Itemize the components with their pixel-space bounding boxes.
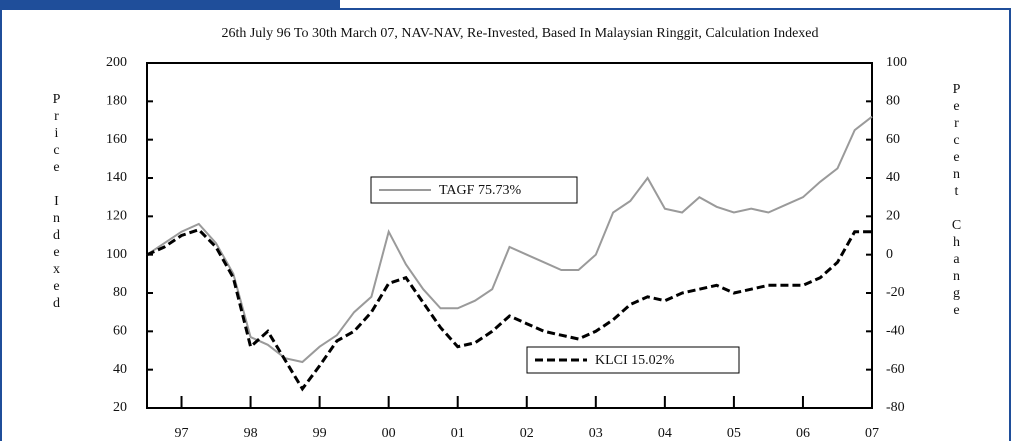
legend-label: KLCI 15.02% bbox=[595, 353, 675, 368]
y-tick-label: 80 bbox=[113, 285, 127, 300]
y2-tick-label: 40 bbox=[886, 170, 900, 185]
y2-tick-label: 80 bbox=[886, 94, 900, 109]
y2-tick-label: 20 bbox=[886, 209, 900, 224]
chart-title: 26th July 96 To 30th March 07, NAV-NAV, … bbox=[221, 26, 818, 41]
y2-axis-label: Percent Change bbox=[949, 82, 964, 320]
x-tick-label: 07 bbox=[865, 426, 879, 441]
y-axis-label: Price Indexed bbox=[49, 92, 64, 313]
series-line bbox=[146, 115, 873, 364]
x-tick-label: 00 bbox=[382, 426, 396, 441]
y2-tick-label: -60 bbox=[886, 362, 905, 377]
x-tick-label: 02 bbox=[520, 426, 534, 441]
x-tick-label: 04 bbox=[658, 426, 672, 441]
y-tick-label: 60 bbox=[113, 324, 127, 339]
x-tick-label: 05 bbox=[727, 426, 741, 441]
y-tick-label: 20 bbox=[113, 400, 127, 415]
plot-frame bbox=[146, 62, 873, 409]
x-tick-label: 97 bbox=[175, 426, 189, 441]
series-line bbox=[146, 227, 872, 392]
legend-label: TAGF 75.73% bbox=[439, 183, 521, 198]
y2-tick-label: 100 bbox=[886, 55, 907, 70]
y2-tick-label: 60 bbox=[886, 132, 900, 147]
y2-tick-label: -20 bbox=[886, 285, 905, 300]
y-tick-label: 40 bbox=[113, 362, 127, 377]
y2-tick-label: 0 bbox=[886, 247, 893, 262]
y2-tick-label: -80 bbox=[886, 400, 905, 415]
header-tab bbox=[0, 0, 340, 9]
y-tick-label: 100 bbox=[106, 247, 127, 262]
x-tick-label: 01 bbox=[451, 426, 465, 441]
y-tick-label: 120 bbox=[106, 209, 127, 224]
y-tick-label: 160 bbox=[106, 132, 127, 147]
y-tick-label: 200 bbox=[106, 55, 127, 70]
y-tick-label: 180 bbox=[106, 94, 127, 109]
x-tick-label: 03 bbox=[589, 426, 603, 441]
y2-tick-label: -40 bbox=[886, 324, 905, 339]
x-tick-label: 06 bbox=[796, 426, 810, 441]
x-tick-label: 99 bbox=[313, 426, 327, 441]
x-tick-label: 98 bbox=[244, 426, 258, 441]
y-tick-label: 140 bbox=[106, 170, 127, 185]
